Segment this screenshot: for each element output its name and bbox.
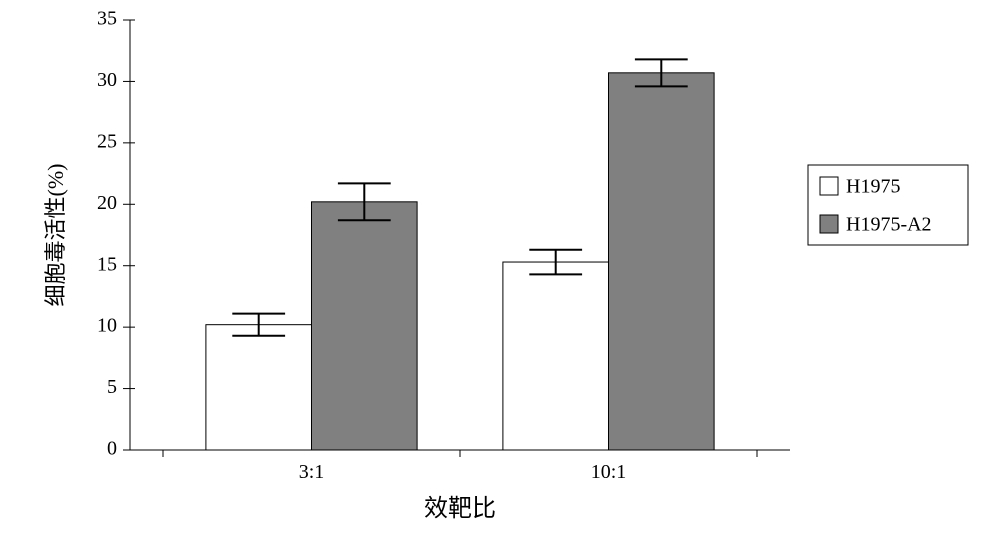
legend-marker-H1975: [820, 177, 838, 195]
bar-chart: 0 5 10 15 20 25 30 35 细胞毒活性(%) 3:1 10:1 效靶比 H1975 H19…: [0, 0, 1000, 535]
y-tick-label: 10: [97, 315, 117, 337]
legend-label-H1975: H1975: [846, 175, 900, 197]
y-tick-label: 0: [107, 438, 117, 460]
y-axis-label: 细胞毒活性(%): [43, 164, 68, 307]
y-tick-label: 15: [97, 253, 117, 275]
y-tick-label: 30: [97, 69, 117, 91]
x-category-label: 10:1: [591, 461, 627, 483]
bar-H1975-3:1: [206, 325, 312, 450]
x-axis-label: 效靶比: [424, 495, 496, 522]
chart-container: 0 5 10 15 20 25 30 35 细胞毒活性(%) 3:1 10:1 效靶比 H1975 H19…: [0, 0, 1000, 535]
legend-label-H1975-A2: H1975-A2: [846, 213, 932, 235]
bar-H1975-A2-3:1: [312, 202, 418, 450]
y-tick-label: 25: [97, 130, 117, 152]
bar-H1975-10:1: [503, 262, 609, 450]
y-tick-label: 20: [97, 192, 117, 214]
y-tick-label: 35: [97, 8, 117, 30]
y-tick-label: 5: [107, 376, 117, 398]
x-category-label: 3:1: [299, 461, 325, 483]
legend-marker-H1975-A2: [820, 215, 838, 233]
bar-H1975-A2-10:1: [609, 73, 715, 450]
